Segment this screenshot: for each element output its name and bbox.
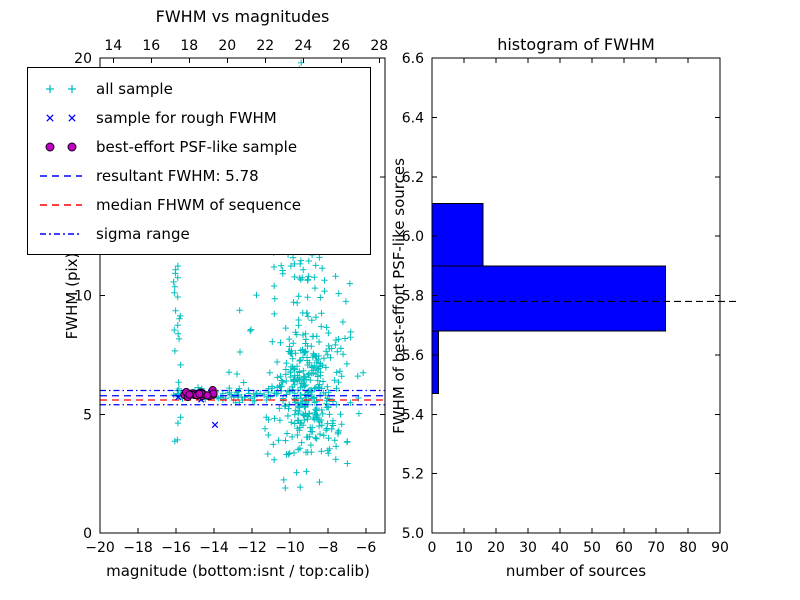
- legend-item-sigma-range: sigma range: [38, 219, 362, 248]
- right-x-tick-label: 40: [551, 540, 569, 556]
- right-y-tick-label: 5.2: [402, 467, 424, 483]
- right-x-tick-label: 80: [679, 540, 697, 556]
- right-plot-title: histogram of FWHM: [497, 35, 655, 54]
- left-x-tick-label: −10: [275, 540, 305, 556]
- right-y-tick-label: 6.0: [402, 229, 424, 245]
- legend-label: best-effort PSF-like sample: [96, 137, 298, 156]
- right-x-tick-label: 0: [428, 540, 437, 556]
- left-y-tick-label: 0: [83, 526, 92, 542]
- right-x-tick-label: 20: [487, 540, 505, 556]
- right-x-tick-label: 60: [615, 540, 633, 556]
- plus-marker-icon: [38, 80, 84, 98]
- left-plot-title: FWHM vs magnitudes: [155, 7, 330, 26]
- circle-marker-icon: [38, 138, 84, 156]
- legend-label: median FHWM of sequence: [96, 195, 301, 214]
- left-x-tick-label: −8: [318, 540, 339, 556]
- left-x-tick-label: −18: [123, 540, 153, 556]
- right-y-tick-label: 6.2: [402, 170, 424, 186]
- right-plot-ylabel: FWHM of best-effort PSF-like sources: [390, 158, 408, 434]
- left-y-tick-label: 5: [83, 407, 92, 423]
- right-x-tick-label: 90: [711, 540, 729, 556]
- top-x-tick-label: 16: [142, 38, 160, 54]
- left-y-tick-label: 10: [74, 289, 92, 305]
- left-plot-xlabel: magnitude (bottom:isnt / top:calib): [106, 562, 370, 580]
- legend-label: sample for rough FWHM: [96, 108, 277, 127]
- left-y-tick-label: 20: [74, 51, 92, 67]
- left-x-tick-label: −14: [199, 540, 229, 556]
- top-x-tick-label: 18: [180, 38, 198, 54]
- top-x-tick-label: 20: [218, 38, 236, 54]
- legend-item-psf-sample: best-effort PSF-like sample: [38, 132, 362, 161]
- right-y-tick-label: 6.6: [402, 51, 424, 67]
- left-x-tick-label: −16: [161, 540, 191, 556]
- red-dashed-line-icon: [38, 196, 84, 214]
- left-x-tick-label: −20: [85, 540, 115, 556]
- top-x-tick-label: 22: [256, 38, 274, 54]
- right-x-tick-label: 10: [455, 540, 473, 556]
- legend-item-rough-fwhm-sample: sample for rough FWHM: [38, 103, 362, 132]
- left-plot-ylabel: FWHM (pix): [63, 252, 81, 340]
- top-x-tick-label: 14: [104, 38, 122, 54]
- blue-dashed-line-icon: [38, 167, 84, 185]
- histogram-bar: [431, 330, 439, 394]
- cross-marker-icon: [38, 109, 84, 127]
- legend-label: sigma range: [96, 224, 190, 243]
- right-x-tick-label: 50: [583, 540, 601, 556]
- right-y-tick-label: 5.4: [402, 407, 424, 423]
- right-x-tick-label: 30: [519, 540, 537, 556]
- left-x-tick-label: −6: [356, 540, 377, 556]
- histogram-bar: [431, 203, 484, 267]
- right-y-tick-label: 5.8: [402, 289, 424, 305]
- right-y-tick-label: 5.6: [402, 348, 424, 364]
- top-x-tick-label: 26: [332, 38, 350, 54]
- blue-dashdot-line-icon: [38, 225, 84, 243]
- right-y-tick-label: 6.4: [402, 110, 424, 126]
- top-x-tick-label: 24: [294, 38, 312, 54]
- legend-item-all-sample: all sample: [38, 74, 362, 103]
- histogram-bar: [431, 265, 667, 332]
- right-y-tick-label: 5.0: [402, 526, 424, 542]
- legend-label: all sample: [96, 79, 173, 98]
- legend-label: resultant FWHM: 5.78: [96, 166, 259, 185]
- legend: all sample sample for rough FWHM best-ef…: [27, 67, 371, 255]
- top-x-tick-label: 28: [370, 38, 388, 54]
- right-plot-xlabel: number of sources: [505, 562, 647, 580]
- legend-item-median-fwhm: median FHWM of sequence: [38, 190, 362, 219]
- left-x-tick-label: −12: [237, 540, 267, 556]
- psf-sample-points: [180, 386, 218, 402]
- legend-item-resultant-fwhm: resultant FWHM: 5.78: [38, 161, 362, 190]
- right-x-tick-label: 70: [647, 540, 665, 556]
